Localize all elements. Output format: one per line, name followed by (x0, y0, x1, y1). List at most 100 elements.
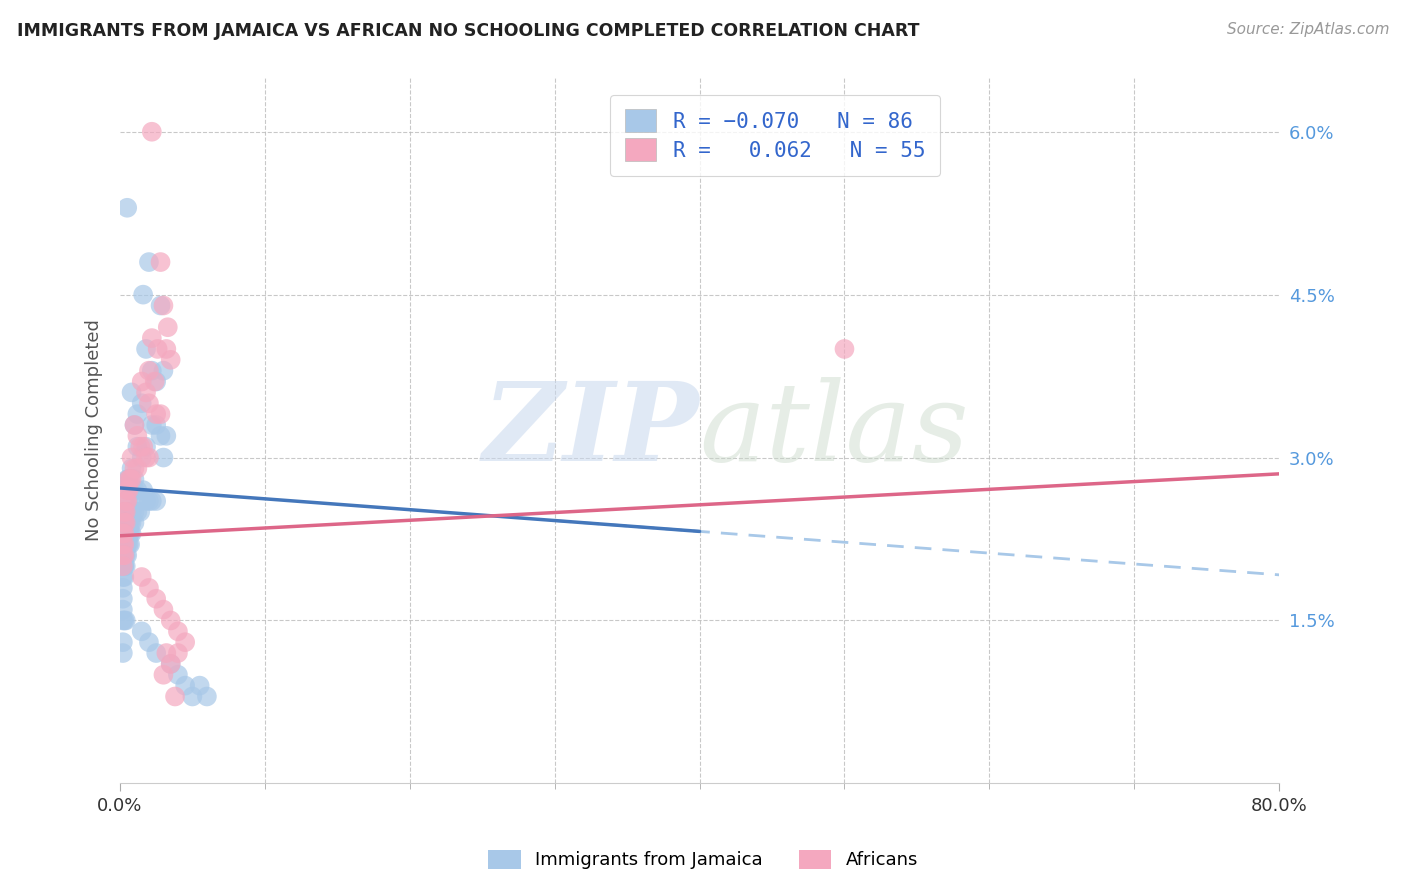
Point (152, 364, 174, 378)
Point (112, 549, 135, 563)
Point (152, 667, 174, 681)
Point (114, 614, 136, 628)
Point (135, 494, 157, 508)
Point (121, 461, 143, 475)
Point (155, 646, 177, 660)
Point (115, 549, 138, 563)
Point (120, 472, 142, 486)
Point (159, 657, 181, 671)
Point (121, 505, 143, 519)
Legend: Immigrants from Jamaica, Africans: Immigrants from Jamaica, Africans (479, 841, 927, 879)
Point (114, 494, 136, 508)
Point (112, 537, 135, 551)
Legend: R = −0.070   N = 86, R =   0.062   N = 55: R = −0.070 N = 86, R = 0.062 N = 55 (610, 95, 939, 176)
Point (118, 516, 141, 530)
Point (115, 472, 138, 486)
Point (145, 591, 167, 606)
Point (111, 581, 134, 595)
Point (112, 559, 135, 574)
Point (111, 646, 134, 660)
Point (149, 255, 172, 269)
Point (141, 125, 163, 139)
Point (145, 417, 167, 432)
Point (114, 549, 136, 563)
Point (112, 549, 135, 563)
Point (152, 450, 174, 465)
Point (135, 342, 157, 356)
Point (132, 440, 155, 454)
Point (159, 657, 181, 671)
Point (145, 646, 167, 660)
Point (118, 483, 141, 497)
Point (118, 472, 141, 486)
Point (121, 526, 143, 541)
Point (155, 342, 177, 356)
Point (146, 342, 169, 356)
Y-axis label: No Schooling Completed: No Schooling Completed (86, 319, 103, 541)
Point (149, 298, 172, 312)
Point (129, 440, 152, 454)
Point (156, 320, 179, 334)
Point (131, 450, 153, 465)
Point (143, 375, 166, 389)
Point (124, 461, 146, 475)
Point (127, 461, 149, 475)
Point (115, 537, 138, 551)
Point (138, 364, 160, 378)
Point (115, 526, 138, 541)
Point (145, 375, 167, 389)
Point (149, 429, 172, 443)
Point (129, 494, 152, 508)
Point (163, 690, 186, 704)
Point (121, 385, 143, 400)
Point (141, 364, 163, 378)
Point (141, 331, 163, 345)
Point (115, 494, 138, 508)
Point (121, 472, 143, 486)
Point (834, 342, 856, 356)
Point (118, 505, 141, 519)
Point (127, 483, 149, 497)
Point (135, 440, 157, 454)
Point (120, 505, 142, 519)
Point (114, 559, 136, 574)
Point (111, 614, 134, 628)
Text: Source: ZipAtlas.com: Source: ZipAtlas.com (1226, 22, 1389, 37)
Point (155, 429, 177, 443)
Point (111, 537, 134, 551)
Point (114, 516, 136, 530)
Point (127, 505, 149, 519)
Point (152, 602, 174, 616)
Point (120, 483, 142, 497)
Point (111, 570, 134, 584)
Point (112, 559, 135, 574)
Point (141, 417, 163, 432)
Text: ZIP: ZIP (482, 376, 700, 484)
Point (112, 537, 135, 551)
Point (135, 385, 157, 400)
Point (118, 472, 141, 486)
Point (124, 417, 146, 432)
Point (121, 450, 143, 465)
Point (135, 450, 157, 465)
Point (138, 450, 160, 465)
Point (121, 483, 143, 497)
Point (127, 440, 149, 454)
Point (120, 516, 142, 530)
Point (111, 526, 134, 541)
Point (115, 516, 138, 530)
Point (111, 602, 134, 616)
Point (121, 516, 143, 530)
Point (145, 407, 167, 421)
Point (167, 667, 190, 681)
Point (132, 483, 155, 497)
Point (132, 287, 155, 301)
Point (149, 407, 172, 421)
Point (114, 537, 136, 551)
Text: IMMIGRANTS FROM JAMAICA VS AFRICAN NO SCHOOLING COMPLETED CORRELATION CHART: IMMIGRANTS FROM JAMAICA VS AFRICAN NO SC… (17, 22, 920, 40)
Point (111, 635, 134, 649)
Point (111, 591, 134, 606)
Point (124, 516, 146, 530)
Point (127, 429, 149, 443)
Point (112, 516, 135, 530)
